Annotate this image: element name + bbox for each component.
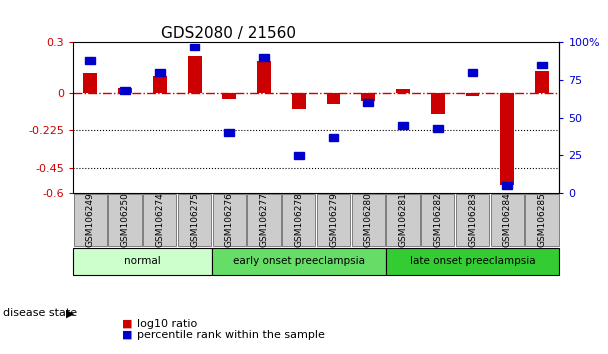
FancyBboxPatch shape bbox=[178, 194, 211, 246]
Bar bbox=[364, 99, 373, 106]
FancyBboxPatch shape bbox=[421, 194, 454, 246]
Bar bbox=[120, 87, 130, 94]
Text: GSM106276: GSM106276 bbox=[225, 192, 234, 247]
Text: log10 ratio: log10 ratio bbox=[137, 319, 197, 329]
Bar bbox=[326, 93, 340, 104]
Bar bbox=[259, 54, 269, 61]
Bar bbox=[537, 62, 547, 68]
Text: GSM106250: GSM106250 bbox=[120, 192, 130, 247]
FancyBboxPatch shape bbox=[74, 194, 107, 246]
FancyBboxPatch shape bbox=[73, 248, 212, 275]
Bar bbox=[433, 125, 443, 132]
Bar bbox=[329, 134, 339, 141]
Text: GSM106284: GSM106284 bbox=[503, 192, 512, 247]
Text: ▶: ▶ bbox=[66, 308, 74, 318]
Text: GSM106281: GSM106281 bbox=[398, 192, 407, 247]
FancyBboxPatch shape bbox=[317, 194, 350, 246]
Text: ■: ■ bbox=[122, 319, 132, 329]
Text: ■: ■ bbox=[122, 330, 132, 339]
Bar bbox=[431, 93, 444, 114]
Bar bbox=[83, 73, 97, 93]
Bar bbox=[257, 61, 271, 93]
Bar bbox=[396, 89, 410, 93]
Bar bbox=[500, 93, 514, 184]
Bar bbox=[398, 122, 408, 129]
Text: GSM106249: GSM106249 bbox=[86, 192, 95, 247]
Bar bbox=[188, 56, 201, 93]
Text: percentile rank within the sample: percentile rank within the sample bbox=[137, 330, 325, 339]
Text: GDS2080 / 21560: GDS2080 / 21560 bbox=[161, 26, 295, 41]
Text: GSM106280: GSM106280 bbox=[364, 192, 373, 247]
FancyBboxPatch shape bbox=[386, 194, 420, 246]
FancyBboxPatch shape bbox=[525, 194, 559, 246]
FancyBboxPatch shape bbox=[212, 248, 385, 275]
Text: GSM106285: GSM106285 bbox=[537, 192, 547, 247]
Text: GSM106275: GSM106275 bbox=[190, 192, 199, 247]
FancyBboxPatch shape bbox=[213, 194, 246, 246]
Bar bbox=[118, 87, 132, 93]
FancyBboxPatch shape bbox=[351, 194, 385, 246]
Text: early onset preeclampsia: early onset preeclampsia bbox=[233, 256, 365, 266]
Text: normal: normal bbox=[124, 256, 161, 266]
Text: GSM106283: GSM106283 bbox=[468, 192, 477, 247]
FancyBboxPatch shape bbox=[247, 194, 281, 246]
FancyBboxPatch shape bbox=[456, 194, 489, 246]
Text: GSM106278: GSM106278 bbox=[294, 192, 303, 247]
Bar bbox=[502, 182, 512, 189]
Text: GSM106274: GSM106274 bbox=[155, 192, 164, 247]
Bar bbox=[153, 76, 167, 93]
Bar bbox=[468, 69, 477, 76]
FancyBboxPatch shape bbox=[282, 194, 316, 246]
Bar bbox=[361, 93, 375, 101]
Bar bbox=[190, 44, 199, 50]
Text: disease state: disease state bbox=[3, 308, 77, 318]
Bar bbox=[223, 93, 237, 99]
Bar bbox=[466, 93, 480, 96]
Text: GSM106277: GSM106277 bbox=[260, 192, 269, 247]
Bar bbox=[292, 93, 306, 109]
Text: late onset preeclampsia: late onset preeclampsia bbox=[410, 256, 535, 266]
Bar bbox=[155, 69, 165, 76]
Bar bbox=[294, 152, 303, 159]
FancyBboxPatch shape bbox=[143, 194, 176, 246]
FancyBboxPatch shape bbox=[385, 248, 559, 275]
Text: GSM106282: GSM106282 bbox=[434, 192, 442, 247]
FancyBboxPatch shape bbox=[491, 194, 524, 246]
Bar bbox=[86, 57, 95, 64]
Bar bbox=[224, 129, 234, 136]
Bar bbox=[535, 71, 549, 93]
FancyBboxPatch shape bbox=[108, 194, 142, 246]
Text: GSM106279: GSM106279 bbox=[329, 192, 338, 247]
